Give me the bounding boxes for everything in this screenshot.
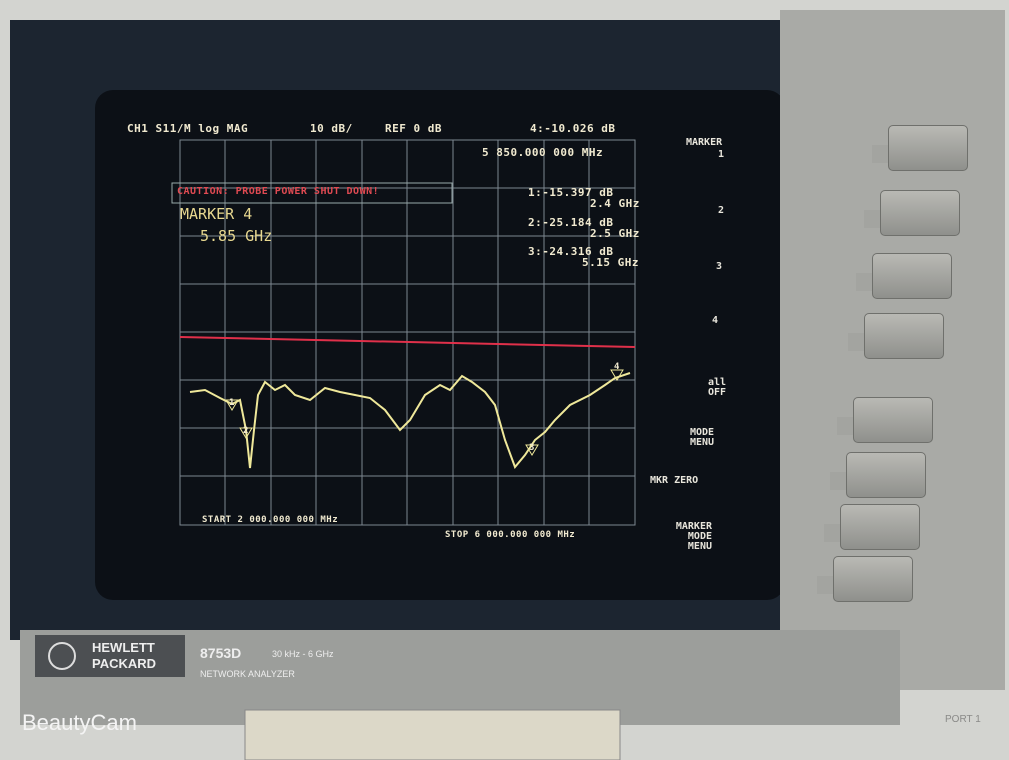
floppy-drive [245,710,620,760]
trace-label: 3 [529,443,535,453]
softkey-button[interactable] [833,556,913,602]
stop-frequency: STOP 6 000.000 000 MHz [445,530,575,540]
start-frequency: START 2 000.000 000 MHz [202,515,338,525]
description: NETWORK ANALYZER [200,669,295,679]
marker-frequency: 5.15 GHz [582,256,639,269]
softkey-button[interactable] [864,313,944,359]
softkey-label: 1 [718,150,724,160]
active-frequency: 5 850.000 000 MHz [482,146,603,159]
channel: CH1 S11/M log MAG [127,122,248,135]
trace-label: 1 [229,398,235,408]
softkey-button[interactable] [853,397,933,443]
softkey-button[interactable] [872,253,952,299]
softkey-label: MARKER MODE MENU [662,522,712,552]
brand: HEWLETT PACKARD [92,640,182,672]
marker-frequency: 2.5 GHz [590,227,640,240]
softkey-label: MKR ZERO [650,476,698,486]
active-marker: 4:-10.026 dB [530,122,615,135]
warning: CAUTION: PROBE POWER SHUT DOWN! [177,186,379,197]
softkey-button[interactable] [888,125,968,171]
page: {"screen":{"header":{"channel":"CH1 S11/… [0,0,1009,760]
softkey-label: 3 [716,262,722,272]
trace-label: 4 [614,362,620,372]
model: 8753D [200,645,241,661]
marker-frequency: 2.4 GHz [590,197,640,210]
softkey-button[interactable] [840,504,920,550]
port-label: PORT 1 [945,714,981,725]
softkey-title: MARKER [686,138,722,148]
watermark: BeautyCam [22,710,137,736]
marker-value: 5.85 GHz [200,227,272,245]
softkey-label: all OFF [708,378,722,398]
reference: REF 0 dB [385,122,442,135]
trace-label: 2 [243,426,249,436]
softkey-button[interactable] [880,190,960,236]
softkey-label: MODE MENU [684,428,720,448]
marker-label: MARKER 4 [180,205,252,223]
softkey-label: 4 [712,316,718,326]
scale: 10 dB/ [310,122,353,135]
softkey-label: 2 [718,206,724,216]
softkey-button[interactable] [846,452,926,498]
frequency-range: 30 kHz - 6 GHz [272,649,334,659]
